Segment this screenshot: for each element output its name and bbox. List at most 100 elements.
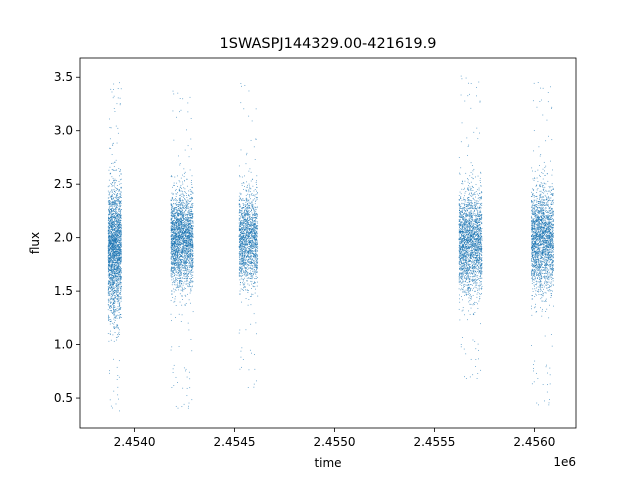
data-point (170, 215, 172, 216)
data-point (119, 232, 120, 234)
data-point (186, 241, 188, 243)
data-point (185, 270, 187, 272)
data-point (113, 83, 115, 85)
data-point (120, 173, 122, 175)
data-point (247, 206, 249, 208)
data-point (110, 277, 112, 279)
data-point (182, 246, 183, 248)
data-point (172, 256, 174, 258)
data-point (111, 267, 113, 269)
data-point (179, 253, 180, 255)
data-point (119, 190, 120, 192)
data-point (182, 235, 184, 237)
data-point (120, 246, 121, 248)
data-point (113, 230, 115, 232)
data-point (115, 236, 117, 237)
data-point (113, 286, 115, 288)
data-point (118, 232, 120, 233)
data-point (187, 231, 189, 232)
data-point (187, 286, 189, 288)
data-point (179, 203, 181, 205)
data-point (189, 249, 191, 251)
data-point (177, 285, 179, 286)
data-point (175, 405, 177, 407)
data-point (179, 237, 180, 239)
data-point (119, 215, 121, 216)
data-point (184, 264, 186, 265)
data-point (175, 217, 177, 219)
data-point (174, 267, 175, 269)
data-point (116, 268, 118, 270)
data-point (176, 232, 178, 234)
data-point (108, 292, 109, 294)
data-point (185, 249, 187, 251)
data-point (190, 117, 192, 119)
data-point (187, 252, 189, 254)
data-point (174, 232, 176, 233)
data-point (116, 278, 118, 280)
data-point (110, 259, 111, 261)
data-point (108, 224, 110, 226)
data-point (116, 234, 118, 236)
data-point (110, 127, 112, 129)
data-point (114, 249, 116, 250)
data-point (171, 204, 173, 206)
data-point (182, 219, 184, 221)
data-point (190, 250, 192, 252)
data-point (178, 213, 180, 214)
data-point (191, 274, 193, 276)
data-point (179, 277, 181, 279)
data-point (120, 239, 122, 241)
data-point (109, 193, 111, 195)
data-point (249, 296, 251, 297)
data-point (242, 283, 244, 285)
data-point (191, 286, 193, 288)
data-point (119, 204, 121, 206)
data-point (108, 271, 109, 272)
data-point (113, 255, 115, 257)
data-point (179, 223, 181, 225)
data-point (116, 248, 117, 250)
data-point (115, 244, 117, 246)
data-point (179, 280, 181, 282)
data-point (107, 201, 109, 203)
data-point (183, 234, 185, 236)
data-point (176, 226, 178, 228)
data-point (120, 251, 122, 253)
data-point (173, 203, 175, 205)
data-point (188, 195, 190, 197)
data-point (112, 280, 113, 281)
data-point (181, 249, 183, 250)
data-point (183, 230, 184, 232)
data-point (116, 272, 118, 274)
data-point (176, 233, 177, 235)
data-point (175, 234, 177, 236)
data-point (188, 402, 190, 404)
data-point (113, 226, 115, 227)
data-point (190, 280, 192, 281)
data-point (113, 328, 115, 329)
data-point (173, 247, 175, 249)
data-point (114, 259, 116, 260)
data-point (108, 258, 110, 259)
data-point (111, 229, 113, 231)
data-point (120, 238, 122, 239)
data-point (115, 231, 116, 232)
data-point (182, 237, 184, 239)
data-point (174, 246, 176, 248)
data-point (115, 254, 117, 256)
data-point (114, 316, 116, 318)
data-point (113, 257, 114, 259)
data-point (179, 219, 181, 221)
data-point (108, 208, 109, 210)
data-point (114, 237, 116, 238)
data-point (119, 248, 120, 250)
data-point (184, 247, 186, 248)
data-point (190, 244, 191, 246)
data-point (111, 210, 112, 212)
data-point (116, 243, 118, 245)
data-point (116, 339, 118, 341)
data-point (190, 233, 192, 235)
data-point (189, 242, 191, 243)
data-point (113, 243, 115, 245)
